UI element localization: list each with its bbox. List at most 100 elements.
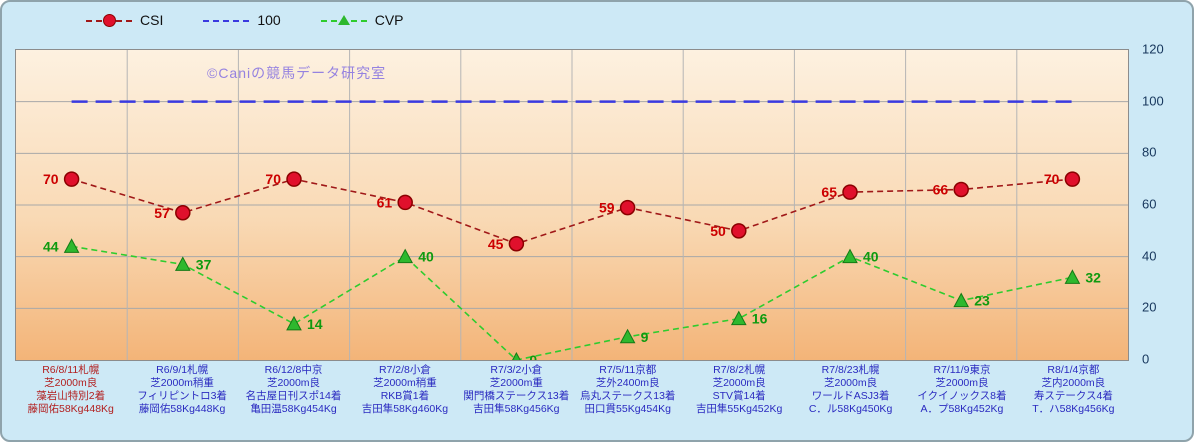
csi-point — [63, 171, 80, 187]
value-label-cvp: 16 — [752, 311, 768, 327]
legend-label-100: 100 — [257, 12, 281, 28]
cvp-line-marker-icon — [320, 13, 367, 27]
x-axis: R6/8/11札幌 芝2000m良 藻岩山特別2着 藤岡佑58Kg448Kg R6/9/… — [15, 364, 1129, 416]
value-label-cvp: 0 — [529, 352, 537, 360]
x-axis-label: R6/8/11札幌 芝2000m良 藻岩山特別2着 藤岡佑58Kg448Kg — [15, 364, 126, 416]
value-label-cvp: 23 — [974, 293, 990, 309]
value-label-csi: 50 — [710, 223, 726, 239]
x-axis-label-line: R6/8/11札幌 — [42, 364, 100, 376]
csi-point — [731, 223, 747, 239]
value-label-csi: 45 — [488, 236, 504, 252]
x-axis-label-line: 藻岩山特別2着 — [36, 390, 106, 402]
x-axis-label-line: 芝2000m良 — [712, 377, 766, 389]
legend-label-cvp: CVP — [374, 12, 404, 28]
csi-point — [1064, 171, 1081, 187]
y-tick-label: 60 — [1142, 196, 1157, 212]
x-axis-label-line: 寿ステークス4着 — [1033, 390, 1113, 402]
x-axis-label-line: 芝2000m良 — [935, 377, 989, 389]
plot-area: 44 37 14 40 0 9 16 40 23 32 70 57 70 61 45 59 50 65 66 70 — [15, 49, 1129, 361]
cvp-point — [174, 256, 191, 271]
x-axis-label-line: イクイノックス8着 — [917, 390, 1007, 402]
value-label-csi: 57 — [154, 205, 170, 221]
x-axis-label-line: STV賞14着 — [712, 390, 766, 402]
y-axis: 0 20 40 60 80 100 120 — [1136, 42, 1192, 367]
x-axis-label-line: RKB賞1着 — [380, 390, 430, 402]
x-axis-label: R6/12/8中京 芝2000m良 名古屋日刊スポ14着 亀田温58Kg454Kg — [238, 364, 349, 416]
value-label-cvp: 9 — [641, 329, 649, 345]
x-axis-label-line: 亀田温58Kg454Kg — [250, 403, 337, 415]
legend-label-csi: CSI — [140, 12, 164, 28]
x-axis-label-line: 芝2000m良 — [44, 377, 98, 389]
x-axis-label-line: 芝外2400m良 — [595, 377, 660, 389]
csi-point — [842, 184, 858, 200]
x-axis-label-line: R7/3/2小倉 — [490, 364, 543, 376]
legend-item-100: 100 — [203, 12, 281, 28]
series-line-csi — [71, 178, 1073, 245]
value-label-cvp: 32 — [1085, 269, 1101, 285]
value-label-csi: 70 — [43, 171, 59, 187]
watermark: ©Caniの競馬データ研究室 — [207, 65, 387, 81]
value-label-cvp: 14 — [307, 316, 323, 332]
cvp-point — [512, 351, 521, 360]
x-axis-label-line: R7/2/8小倉 — [378, 364, 431, 376]
hundred-line-icon — [203, 13, 250, 27]
value-label-cvp: 40 — [418, 249, 434, 265]
chart-canvas: 44 37 14 40 0 9 16 40 23 32 70 57 70 61 45 59 50 65 66 70 — [16, 50, 1128, 360]
x-axis-label: R8/1/4京都 芝内2000m良 寿ステークス4着 T．ハ58Kg456Kg — [1018, 364, 1129, 416]
y-tick-label: 20 — [1142, 299, 1157, 315]
x-axis-label-line: 関門橋ステークス13着 — [463, 390, 570, 402]
cvp-point — [397, 248, 414, 264]
y-tick-label: 0 — [1142, 351, 1150, 367]
x-axis-label-line: 名古屋日刊スポ14着 — [245, 390, 342, 402]
value-label-csi: 70 — [265, 171, 281, 187]
csi-point — [619, 199, 636, 216]
x-axis-label-line: A．プ58Kg452Kg — [920, 403, 1004, 415]
legend-item-cvp: CVP — [320, 12, 404, 28]
x-axis-label-line: 芝2000m稍重 — [373, 377, 437, 389]
x-axis-label-line: 芝2000m重 — [489, 377, 543, 389]
x-axis-label: R7/8/2札幌 芝2000m良 STV賞14着 吉田隼55Kg452Kg — [683, 364, 794, 416]
x-axis-label-line: 吉田隼58Kg460Kg — [361, 403, 449, 415]
x-axis-label: R7/2/8小倉 芝2000m稍重 RKB賞1着 吉田隼58Kg460Kg — [349, 364, 460, 416]
x-axis-label: R7/8/23札幌 芝2000m良 ワールドASJ3着 C．ル58Kg450Kg — [795, 364, 906, 416]
x-axis-label-line: C．ル58Kg450Kg — [808, 403, 893, 415]
value-label-csi: 65 — [821, 184, 837, 200]
x-axis-label-line: R6/12/8中京 — [264, 364, 323, 376]
x-axis-label-line: 田口貫55Kg454Kg — [584, 403, 671, 415]
x-axis-label-line: R7/8/23札幌 — [821, 364, 880, 376]
x-axis-label: R7/3/2小倉 芝2000m重 関門橋ステークス13着 吉田隼58Kg456Kg — [461, 364, 572, 416]
x-axis-label-line: R7/5/11京都 — [599, 364, 657, 376]
value-label-cvp: 44 — [43, 238, 59, 254]
x-axis-label: R7/5/11京都 芝外2400m良 烏丸ステークス13着 田口貫55Kg454Kg — [572, 364, 683, 416]
value-label-csi: 61 — [377, 194, 393, 210]
cvp-point — [619, 328, 636, 344]
x-axis-label: R7/11/9東京 芝2000m良 イクイノックス8着 A．プ58Kg452Kg — [906, 364, 1017, 416]
value-label-csi: 66 — [933, 182, 949, 198]
cvp-point — [286, 315, 302, 331]
cvp-point — [1064, 269, 1081, 284]
y-tick-label: 120 — [1142, 41, 1164, 57]
x-axis-label-line: 芝2000m良 — [266, 377, 321, 389]
x-axis-label-line: 藤岡佑58Kg448Kg — [138, 403, 226, 415]
series-line-cvp — [71, 245, 1073, 360]
value-label-csi: 70 — [1044, 171, 1060, 187]
cvp-point — [953, 292, 970, 308]
legend: CSI 100 CVP — [86, 7, 404, 33]
legend-item-csi: CSI — [86, 12, 163, 28]
x-axis-label-line: 芝2000m良 — [823, 377, 878, 389]
x-axis-label-line: ワールドASJ3着 — [811, 390, 890, 402]
x-axis-label-line: R7/8/2札幌 — [713, 364, 766, 376]
csi-line-marker-icon — [86, 13, 132, 27]
x-axis-label-line: R6/9/1札幌 — [156, 364, 209, 376]
csi-point — [175, 205, 191, 221]
y-tick-label: 80 — [1142, 144, 1157, 160]
x-axis-label-line: 吉田隼55Kg452Kg — [695, 403, 783, 415]
value-label-csi: 59 — [599, 200, 615, 216]
cvp-point — [730, 310, 747, 326]
x-axis-label-line: 烏丸ステークス13着 — [580, 390, 676, 402]
x-axis-label: R6/9/1札幌 芝2000m稍重 フィリピントロ3着 藤岡佑58Kg448Kg — [126, 364, 237, 416]
x-axis-label-line: 藤岡佑58Kg448Kg — [27, 403, 114, 415]
x-axis-label-line: 芝2000m稍重 — [150, 377, 214, 389]
cvp-point — [63, 238, 80, 253]
